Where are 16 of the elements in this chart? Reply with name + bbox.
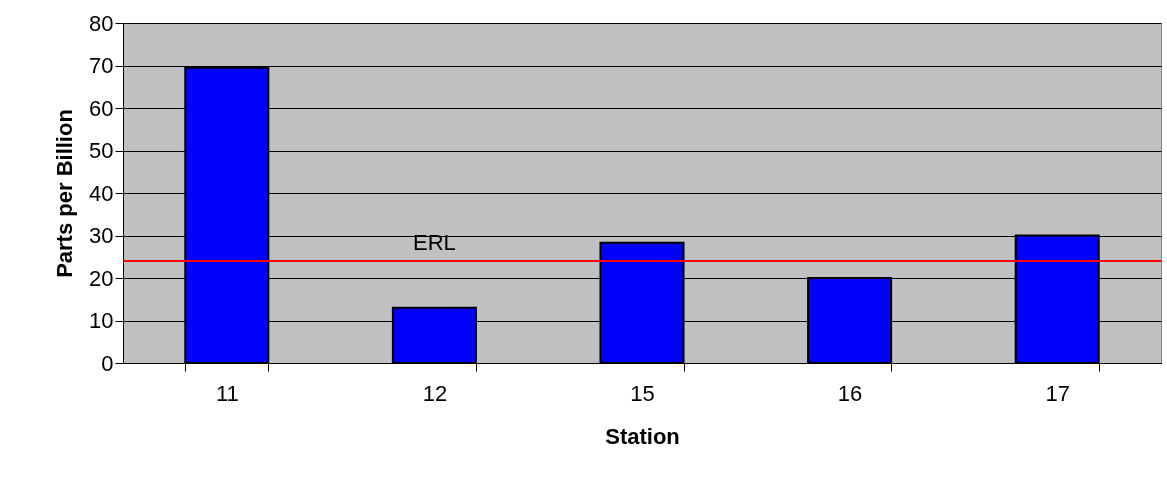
y-tick-label: 30: [89, 223, 114, 248]
x-tick-label: 17: [1045, 380, 1070, 406]
y-tick-label: 50: [89, 138, 114, 163]
y-tick-label: 60: [89, 95, 114, 121]
x-tick-label: 15: [630, 380, 655, 406]
x-axis-title: Station: [605, 423, 680, 449]
x-tick-label: 16: [837, 380, 863, 406]
y-tick-label: 0: [101, 350, 114, 376]
x-tick-label: 12: [422, 380, 448, 406]
x-tick-label: 11: [215, 380, 239, 406]
y-tick-label: 80: [89, 10, 114, 36]
y-tick-label: 10: [89, 308, 114, 333]
y-tick-label: 20: [89, 265, 114, 291]
y-tick-label: 70: [89, 53, 114, 78]
y-tick-label: 40: [89, 180, 114, 206]
y-axis-title: Parts per Billion: [52, 109, 78, 278]
